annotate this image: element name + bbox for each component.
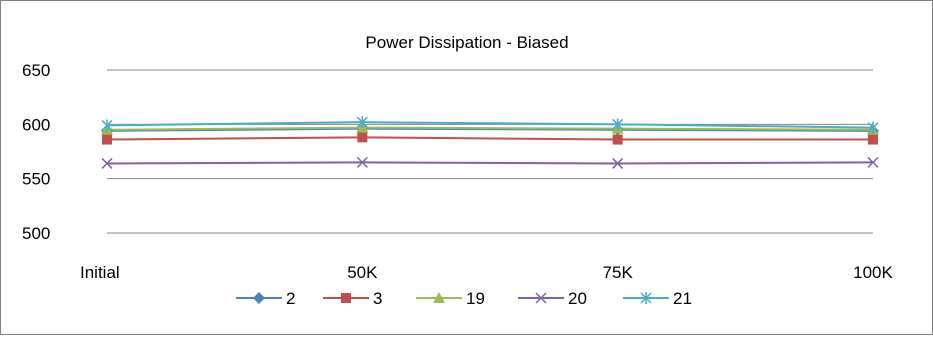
x-tick-label-50K: 50K <box>347 263 378 282</box>
data-point-21-50K <box>356 116 368 129</box>
legend-label-21: 21 <box>673 289 692 308</box>
data-point-3-100K <box>868 134 878 145</box>
legend-marker-21 <box>640 292 652 304</box>
y-tick-label-500: 500 <box>22 224 50 243</box>
data-point-20-100K <box>867 156 879 168</box>
x-tick-label-Initial: Initial <box>80 263 120 282</box>
data-point-20-Initial <box>101 157 113 169</box>
x-tick-label-100K: 100K <box>853 263 893 282</box>
legend-label-2: 2 <box>286 289 295 308</box>
data-point-20-50K <box>356 156 368 168</box>
legend-marker-19 <box>433 292 445 303</box>
legend-marker-2 <box>253 292 265 304</box>
series-3 <box>102 132 878 145</box>
data-point-3-75K <box>612 134 623 145</box>
series-lines <box>101 116 879 169</box>
legend-marker-3 <box>341 293 351 303</box>
data-point-3-50K <box>357 132 368 143</box>
legend-label-20: 20 <box>568 289 587 308</box>
data-point-21-Initial <box>101 119 113 132</box>
y-axis-tick-labels: 500 550 600 650 <box>22 61 50 243</box>
y-tick-label-650: 650 <box>22 61 50 80</box>
legend-item-2: 2 <box>236 289 295 308</box>
series-21 <box>101 116 879 134</box>
series-line-20 <box>106 161 874 165</box>
legend-label-19: 19 <box>466 289 485 308</box>
series-line-21 <box>106 121 874 129</box>
data-point-3-Initial <box>102 134 112 145</box>
legend-item-19: 19 <box>416 289 485 308</box>
series-line-2 <box>106 127 874 132</box>
chart-title: Power Dissipation - Biased <box>365 33 568 52</box>
legend: 2 3 19 20 21 <box>236 289 692 308</box>
series-20 <box>101 156 879 169</box>
data-point-21-75K <box>612 118 624 131</box>
legend-label-3: 3 <box>373 289 382 308</box>
x-axis-tick-labels: Initial 50K 75K 100K <box>80 263 894 282</box>
series-line-3 <box>106 136 873 141</box>
data-point-20-75K <box>612 157 624 169</box>
y-tick-label-550: 550 <box>22 170 50 189</box>
data-point-21-100K <box>867 121 879 134</box>
series-line-19 <box>106 126 874 131</box>
legend-item-21: 21 <box>623 289 692 308</box>
y-tick-label-600: 600 <box>22 115 50 134</box>
legend-item-20: 20 <box>518 289 587 308</box>
x-tick-label-75K: 75K <box>603 263 634 282</box>
legend-marker-20 <box>535 292 547 304</box>
legend-item-3: 3 <box>323 289 382 308</box>
